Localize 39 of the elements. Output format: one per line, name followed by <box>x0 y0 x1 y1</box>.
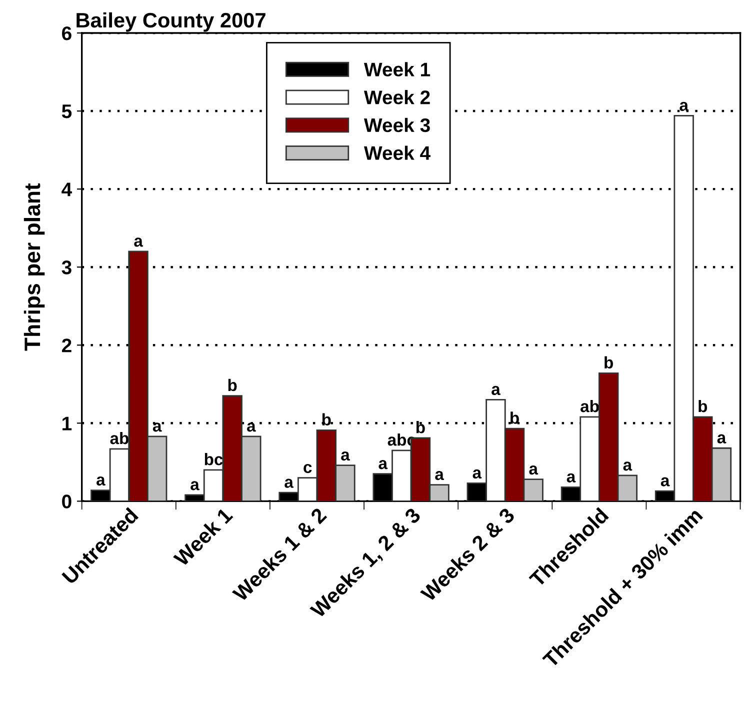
data-label: b <box>228 378 237 392</box>
data-label: a <box>566 473 576 482</box>
data-label: a <box>660 477 670 486</box>
data-label: a <box>152 422 162 432</box>
data-label: a <box>190 481 200 490</box>
y-tick-label: 3 <box>62 260 72 274</box>
data-label: a <box>341 451 350 461</box>
legend-label: Week 2 <box>364 90 430 104</box>
chart-title: Bailey County 2007 <box>76 12 266 32</box>
data-label: a <box>680 102 689 112</box>
data-label: a <box>472 469 482 479</box>
data-label: ab <box>110 432 129 444</box>
data-label: a <box>529 466 538 475</box>
data-label: a <box>96 476 106 486</box>
data-label: a <box>717 434 726 444</box>
y-tick-label: 6 <box>62 26 72 40</box>
data-label: a <box>435 470 444 480</box>
y-tick-label: 2 <box>62 338 72 352</box>
legend-label: Week 3 <box>364 118 430 132</box>
data-label: ab <box>580 400 599 412</box>
data-label: a <box>247 422 256 432</box>
data-label: a <box>378 460 388 470</box>
data-label: b <box>416 421 425 434</box>
data-label: b <box>510 412 519 424</box>
data-label: a <box>284 478 294 488</box>
data-label: a <box>134 238 144 247</box>
data-label: a <box>623 462 632 471</box>
y-tick-label: 0 <box>62 494 72 508</box>
y-axis-title: Thrips per plant <box>24 183 45 351</box>
data-label: c <box>304 464 312 474</box>
y-tick-label: 5 <box>62 104 72 118</box>
legend-label: Week 1 <box>364 62 430 76</box>
y-tick-label: 4 <box>62 182 72 196</box>
data-label: b <box>604 356 613 369</box>
data-label: a <box>492 386 500 396</box>
y-tick-label: 1 <box>62 416 72 430</box>
legend-label: Week 4 <box>364 146 431 160</box>
data-label: b <box>698 400 708 412</box>
data-label: bc <box>204 453 223 466</box>
